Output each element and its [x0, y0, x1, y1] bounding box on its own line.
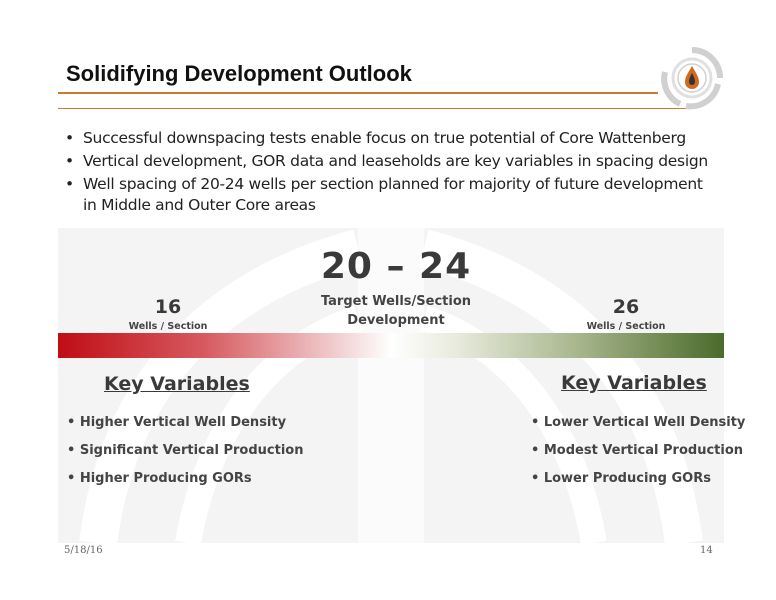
right-scale-unit: Wells / Section [586, 321, 666, 332]
bullet-dot: • [65, 152, 74, 170]
background-arc-watermark [58, 228, 724, 543]
bullet-item: • Vertical development, GOR data and leas… [62, 151, 712, 172]
bullet-dot: • [65, 175, 74, 193]
left-scale-value: 16 [154, 296, 182, 318]
bullet-list: • Successful downspacing tests enable foc… [62, 128, 712, 218]
right-key-variables-list: • Lower Vertical Well Density • Modest V… [531, 415, 745, 499]
company-logo-flame-icon [661, 47, 723, 110]
footer-date: 5/18/16 [64, 545, 103, 556]
list-item: • Lower Vertical Well Density [531, 415, 746, 430]
list-item: • Higher Vertical Well Density [67, 415, 287, 430]
spacing-gradient-bar [58, 333, 724, 358]
list-item: • Higher Producing GORs [67, 471, 252, 486]
title-rule-secondary [58, 108, 693, 109]
page-number: 14 [700, 545, 713, 556]
title-rule [58, 92, 658, 94]
right-scale-value: 26 [612, 296, 640, 318]
slide-title: Solidifying Development Outlook [66, 61, 412, 86]
left-key-variables-list: • Higher Vertical Well Density • Signifi… [67, 415, 303, 499]
right-key-variables-heading: Key Variables [561, 372, 707, 394]
list-item: • Lower Producing GORs [531, 471, 711, 486]
left-scale-unit: Wells / Section [128, 321, 208, 332]
bullet-text: Vertical development, GOR data and lease… [83, 152, 708, 170]
bullet-text: Well spacing of 20-24 wells per section … [83, 175, 703, 214]
target-range-label: Target Wells/Section Development [320, 294, 472, 328]
list-item: • Modest Vertical Production [531, 443, 744, 458]
bullet-text: Successful downspacing tests enable focu… [83, 129, 686, 147]
bullet-item: • Well spacing of 20-24 wells per section… [62, 174, 712, 216]
target-range-value: 20 – 24 [320, 246, 472, 287]
list-item: • Significant Vertical Production [67, 443, 304, 458]
bullet-dot: • [65, 129, 74, 147]
bullet-item: • Successful downspacing tests enable foc… [62, 128, 712, 149]
left-key-variables-heading: Key Variables [104, 373, 250, 395]
